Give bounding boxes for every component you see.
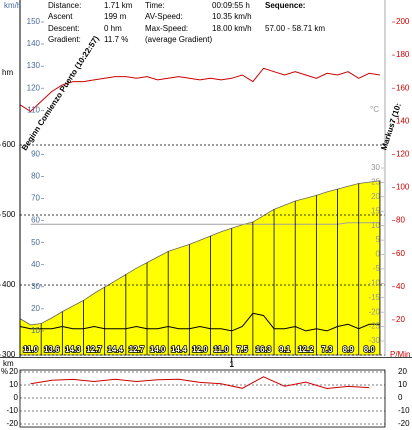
gradient-label: 7.3 <box>321 345 333 354</box>
temp-tick: 10 <box>371 221 380 230</box>
speed-tick: 110 <box>27 105 40 114</box>
hm-axis-label: hm <box>2 68 13 77</box>
gradient-tick: 10 <box>9 380 18 389</box>
gradient-tick: -10 <box>6 406 18 415</box>
gradient-label: 14.3 <box>65 345 81 354</box>
gradient-tick: -20 <box>398 419 410 428</box>
gradient-tick: -20 <box>6 419 18 428</box>
info-label: Descent: <box>48 24 80 33</box>
gradient-label: 13.6 <box>44 345 60 354</box>
info-label: Max-Speed: <box>145 24 188 33</box>
heart-tick: 100 <box>396 183 410 192</box>
temp-tick: -15 <box>368 293 380 302</box>
temp-tick: 25 <box>371 178 380 187</box>
gradient-tick: 20 <box>9 367 18 376</box>
gradient-label: 7.5 <box>237 345 249 354</box>
info-value: 11.7 % <box>104 35 128 44</box>
gradient-label: 11.0 <box>214 345 230 354</box>
gradient-label: 12.2 <box>298 345 314 354</box>
speed-tick: 60 <box>31 216 40 225</box>
gradient-tick: 20 <box>398 367 407 376</box>
heart-tick: 200 <box>396 17 410 26</box>
heart-tick: 120 <box>396 150 410 159</box>
temp-axis-label: °C <box>370 105 379 114</box>
hm-tick: 300 <box>2 350 16 359</box>
temp-tick: 5 <box>376 235 381 244</box>
speed-tick: 140 <box>27 39 41 48</box>
series-line <box>30 222 380 225</box>
gradient-label: 11.0 <box>23 345 39 354</box>
info-value: 18.00 km/h <box>212 24 252 33</box>
info-value: (average Gradient) <box>145 35 212 44</box>
speed-tick: 20 <box>31 304 40 313</box>
temp-tick: 0 <box>376 250 381 259</box>
gradient-label: 8.0 <box>364 345 376 354</box>
info-value: 00:09:55 h <box>212 1 250 10</box>
heart-tick: 40 <box>396 282 405 291</box>
info-label: Distance: <box>48 1 81 10</box>
heart-tick: 180 <box>396 50 410 59</box>
speed-tick: 50 <box>31 238 40 247</box>
gradient-axis-label: % <box>1 367 8 376</box>
gradient-tick: 0 <box>14 393 19 402</box>
info-label: Sequence: <box>265 1 305 10</box>
heart-tick: 20 <box>396 315 405 324</box>
info-label: Time: <box>145 1 165 10</box>
gradient-label: 9.1 <box>279 345 291 354</box>
x-tick-label: 1 <box>229 360 234 369</box>
gradient-label: 14.0 <box>150 345 166 354</box>
hm-tick: 400 <box>2 280 16 289</box>
temp-tick: 15 <box>371 206 380 215</box>
info-label: AV-Speed: <box>145 12 183 21</box>
info-panel: Distance: 1.71 km Time: 00:09:55 h Seque… <box>48 1 325 44</box>
hm-tick: 500 <box>2 210 16 219</box>
gradient-frame <box>19 369 386 428</box>
speed-tick: 120 <box>27 83 41 92</box>
gradient-label: 16.3 <box>256 345 272 354</box>
speed-tick: 80 <box>31 172 40 181</box>
heart-tick: 140 <box>396 116 410 125</box>
info-value: 199 m <box>104 12 127 21</box>
info-label: Gradient: <box>48 35 81 44</box>
info-value: 1.71 km <box>104 1 133 10</box>
gradient-label: 8.9 <box>343 345 355 354</box>
x-axis-label: km <box>3 359 14 368</box>
speed-tick: 150 <box>27 17 41 26</box>
gradient-label: 12.0 <box>192 345 208 354</box>
gradient-tick: 10 <box>398 380 407 389</box>
hm-tick: 600 <box>2 140 16 149</box>
gradient-label: 14.4 <box>107 345 123 354</box>
series-line <box>20 312 380 332</box>
temp-tick: -25 <box>368 322 380 331</box>
series-line <box>20 67 380 113</box>
temp-tick: -5 <box>373 264 381 273</box>
speed-tick: 30 <box>31 282 40 291</box>
speed-tick: 40 <box>31 260 40 269</box>
speed-tick: 70 <box>31 194 40 203</box>
temp-tick: -30 <box>368 336 380 345</box>
info-label: Ascent <box>48 12 73 21</box>
gradient-tick: 0 <box>398 393 403 402</box>
gradient-tick: -10 <box>398 406 410 415</box>
temp-tick: -10 <box>368 278 380 287</box>
gradient-label: 12.7 <box>86 345 102 354</box>
heart-tick: 80 <box>396 216 405 225</box>
temp-tick: -20 <box>368 307 380 316</box>
heart-axis-label: P/Min <box>390 350 410 359</box>
info-value: 0 hm <box>104 24 122 33</box>
info-value: 10.35 km/h <box>212 12 252 21</box>
info-value: 57.00 - 58.71 km <box>265 24 325 33</box>
gradient-label: 14.4 <box>171 345 187 354</box>
speed-tick: 130 <box>27 61 41 70</box>
gradient-label: 12.7 <box>129 345 145 354</box>
temp-tick: 30 <box>371 163 380 172</box>
speed-axis-label: km/h <box>4 1 21 10</box>
heart-tick: 60 <box>396 249 405 258</box>
speed-tick: 10 <box>31 326 40 335</box>
temp-tick: 20 <box>371 192 380 201</box>
heart-tick: 160 <box>396 83 410 92</box>
speed-tick: 90 <box>31 150 40 159</box>
gradient-line <box>30 376 370 390</box>
